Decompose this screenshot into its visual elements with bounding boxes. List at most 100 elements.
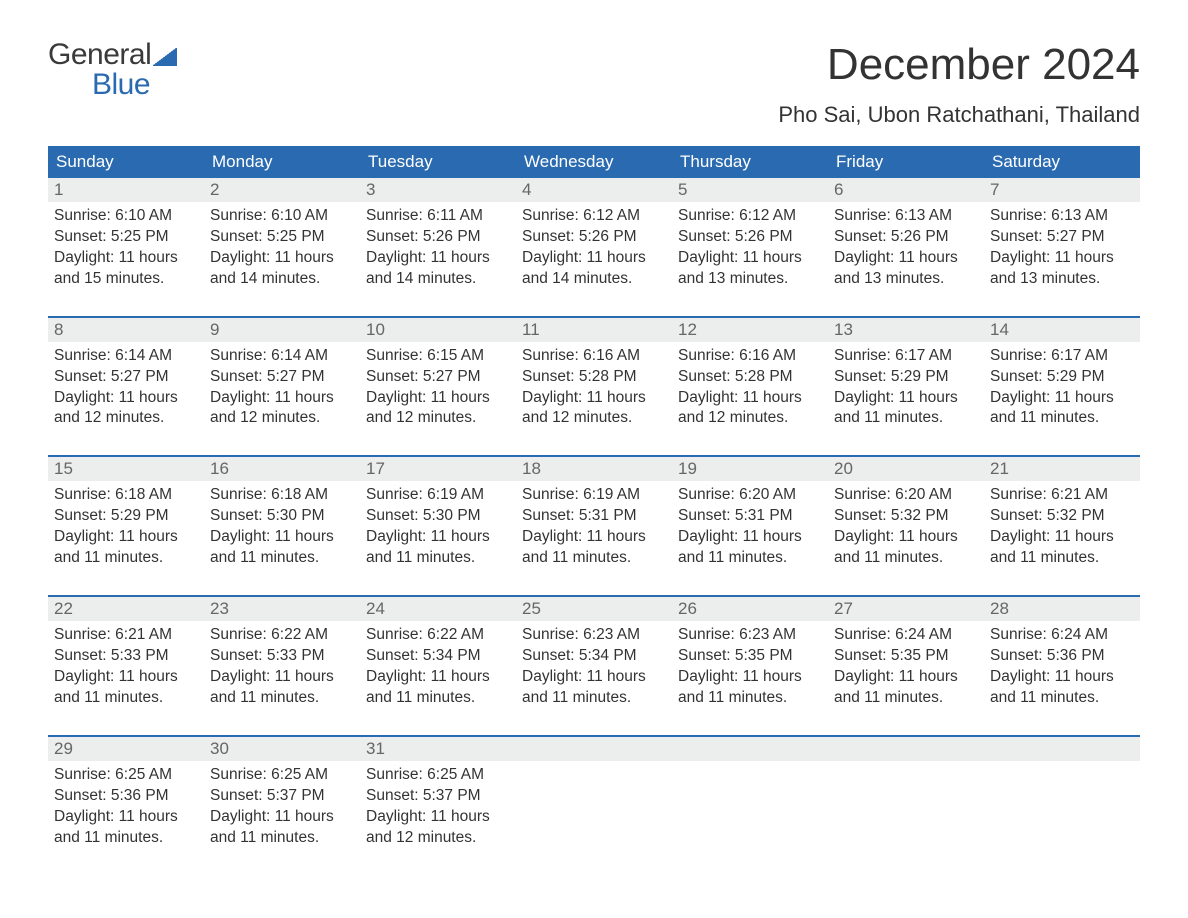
day-body: Sunrise: 6:20 AMSunset: 5:32 PMDaylight:… <box>828 481 984 575</box>
week-row: 1Sunrise: 6:10 AMSunset: 5:25 PMDaylight… <box>48 178 1140 296</box>
day-cell: 21Sunrise: 6:21 AMSunset: 5:32 PMDayligh… <box>984 457 1140 575</box>
day-number: 24 <box>360 597 516 621</box>
logo-text-blue: Blue <box>92 70 177 100</box>
day-number: 22 <box>48 597 204 621</box>
sunset-text: Sunset: 5:33 PM <box>210 646 354 667</box>
sunset-text: Sunset: 5:25 PM <box>210 227 354 248</box>
sunset-text: Sunset: 5:34 PM <box>522 646 666 667</box>
header: General Blue December 2024 Pho Sai, Ubon… <box>48 40 1140 128</box>
d1-text: Daylight: 11 hours <box>834 527 978 548</box>
day-body: Sunrise: 6:19 AMSunset: 5:31 PMDaylight:… <box>516 481 672 575</box>
day-number: 27 <box>828 597 984 621</box>
day-number: 26 <box>672 597 828 621</box>
d1-text: Daylight: 11 hours <box>54 248 198 269</box>
d1-text: Daylight: 11 hours <box>678 527 822 548</box>
day-body: Sunrise: 6:24 AMSunset: 5:36 PMDaylight:… <box>984 621 1140 715</box>
sunrise-text: Sunrise: 6:21 AM <box>54 625 198 646</box>
sunset-text: Sunset: 5:27 PM <box>210 367 354 388</box>
day-body: Sunrise: 6:20 AMSunset: 5:31 PMDaylight:… <box>672 481 828 575</box>
d2-text: and 11 minutes. <box>210 828 354 849</box>
day-number: 14 <box>984 318 1140 342</box>
d2-text: and 11 minutes. <box>522 548 666 569</box>
d2-text: and 15 minutes. <box>54 269 198 290</box>
day-cell: . <box>672 737 828 855</box>
day-number: . <box>672 737 828 761</box>
d1-text: Daylight: 11 hours <box>366 388 510 409</box>
day-number: 5 <box>672 178 828 202</box>
day-number: 7 <box>984 178 1140 202</box>
d1-text: Daylight: 11 hours <box>366 667 510 688</box>
title-block: December 2024 Pho Sai, Ubon Ratchathani,… <box>778 40 1140 128</box>
day-number: 19 <box>672 457 828 481</box>
day-cell: 3Sunrise: 6:11 AMSunset: 5:26 PMDaylight… <box>360 178 516 296</box>
sunrise-text: Sunrise: 6:13 AM <box>990 206 1134 227</box>
d2-text: and 13 minutes. <box>678 269 822 290</box>
d2-text: and 11 minutes. <box>990 548 1134 569</box>
sunset-text: Sunset: 5:36 PM <box>990 646 1134 667</box>
sunset-text: Sunset: 5:25 PM <box>54 227 198 248</box>
d2-text: and 12 minutes. <box>210 408 354 429</box>
sunrise-text: Sunrise: 6:25 AM <box>210 765 354 786</box>
day-body: Sunrise: 6:21 AMSunset: 5:33 PMDaylight:… <box>48 621 204 715</box>
day-number: 12 <box>672 318 828 342</box>
d2-text: and 11 minutes. <box>834 688 978 709</box>
week-row: 22Sunrise: 6:21 AMSunset: 5:33 PMDayligh… <box>48 595 1140 715</box>
sunrise-text: Sunrise: 6:10 AM <box>210 206 354 227</box>
d1-text: Daylight: 11 hours <box>366 248 510 269</box>
day-body: Sunrise: 6:10 AMSunset: 5:25 PMDaylight:… <box>204 202 360 296</box>
sunset-text: Sunset: 5:28 PM <box>522 367 666 388</box>
d1-text: Daylight: 11 hours <box>834 248 978 269</box>
sunrise-text: Sunrise: 6:23 AM <box>522 625 666 646</box>
d1-text: Daylight: 11 hours <box>990 388 1134 409</box>
sunset-text: Sunset: 5:30 PM <box>210 506 354 527</box>
sunset-text: Sunset: 5:31 PM <box>678 506 822 527</box>
calendar: SundayMondayTuesdayWednesdayThursdayFrid… <box>48 146 1140 854</box>
d2-text: and 11 minutes. <box>366 548 510 569</box>
sunrise-text: Sunrise: 6:18 AM <box>210 485 354 506</box>
d1-text: Daylight: 11 hours <box>522 527 666 548</box>
day-cell: 24Sunrise: 6:22 AMSunset: 5:34 PMDayligh… <box>360 597 516 715</box>
sunrise-text: Sunrise: 6:10 AM <box>54 206 198 227</box>
d2-text: and 12 minutes. <box>678 408 822 429</box>
sunset-text: Sunset: 5:29 PM <box>54 506 198 527</box>
day-cell: 23Sunrise: 6:22 AMSunset: 5:33 PMDayligh… <box>204 597 360 715</box>
day-cell: 20Sunrise: 6:20 AMSunset: 5:32 PMDayligh… <box>828 457 984 575</box>
day-number: 31 <box>360 737 516 761</box>
day-number: 16 <box>204 457 360 481</box>
day-body: Sunrise: 6:25 AMSunset: 5:36 PMDaylight:… <box>48 761 204 855</box>
sunrise-text: Sunrise: 6:11 AM <box>366 206 510 227</box>
d2-text: and 11 minutes. <box>54 688 198 709</box>
day-number: 17 <box>360 457 516 481</box>
day-number: 28 <box>984 597 1140 621</box>
day-number: 6 <box>828 178 984 202</box>
sunset-text: Sunset: 5:35 PM <box>834 646 978 667</box>
day-number: . <box>516 737 672 761</box>
day-header: Saturday <box>984 146 1140 178</box>
sunrise-text: Sunrise: 6:16 AM <box>678 346 822 367</box>
day-body: Sunrise: 6:25 AMSunset: 5:37 PMDaylight:… <box>204 761 360 855</box>
logo-top-row: General <box>48 40 177 70</box>
day-cell: 17Sunrise: 6:19 AMSunset: 5:30 PMDayligh… <box>360 457 516 575</box>
logo-text-general: General <box>48 40 151 70</box>
d1-text: Daylight: 11 hours <box>366 527 510 548</box>
day-body: Sunrise: 6:15 AMSunset: 5:27 PMDaylight:… <box>360 342 516 436</box>
day-header: Wednesday <box>516 146 672 178</box>
sunrise-text: Sunrise: 6:20 AM <box>834 485 978 506</box>
day-number: 29 <box>48 737 204 761</box>
sunrise-text: Sunrise: 6:14 AM <box>54 346 198 367</box>
sunrise-text: Sunrise: 6:23 AM <box>678 625 822 646</box>
day-number: 23 <box>204 597 360 621</box>
day-header: Thursday <box>672 146 828 178</box>
d2-text: and 13 minutes. <box>990 269 1134 290</box>
day-number: 9 <box>204 318 360 342</box>
sunrise-text: Sunrise: 6:17 AM <box>834 346 978 367</box>
day-body: Sunrise: 6:16 AMSunset: 5:28 PMDaylight:… <box>672 342 828 436</box>
day-cell: 1Sunrise: 6:10 AMSunset: 5:25 PMDaylight… <box>48 178 204 296</box>
d1-text: Daylight: 11 hours <box>210 388 354 409</box>
day-cell: 14Sunrise: 6:17 AMSunset: 5:29 PMDayligh… <box>984 318 1140 436</box>
day-cell: 2Sunrise: 6:10 AMSunset: 5:25 PMDaylight… <box>204 178 360 296</box>
sunset-text: Sunset: 5:37 PM <box>366 786 510 807</box>
day-cell: 11Sunrise: 6:16 AMSunset: 5:28 PMDayligh… <box>516 318 672 436</box>
d2-text: and 13 minutes. <box>834 269 978 290</box>
day-cell: 22Sunrise: 6:21 AMSunset: 5:33 PMDayligh… <box>48 597 204 715</box>
